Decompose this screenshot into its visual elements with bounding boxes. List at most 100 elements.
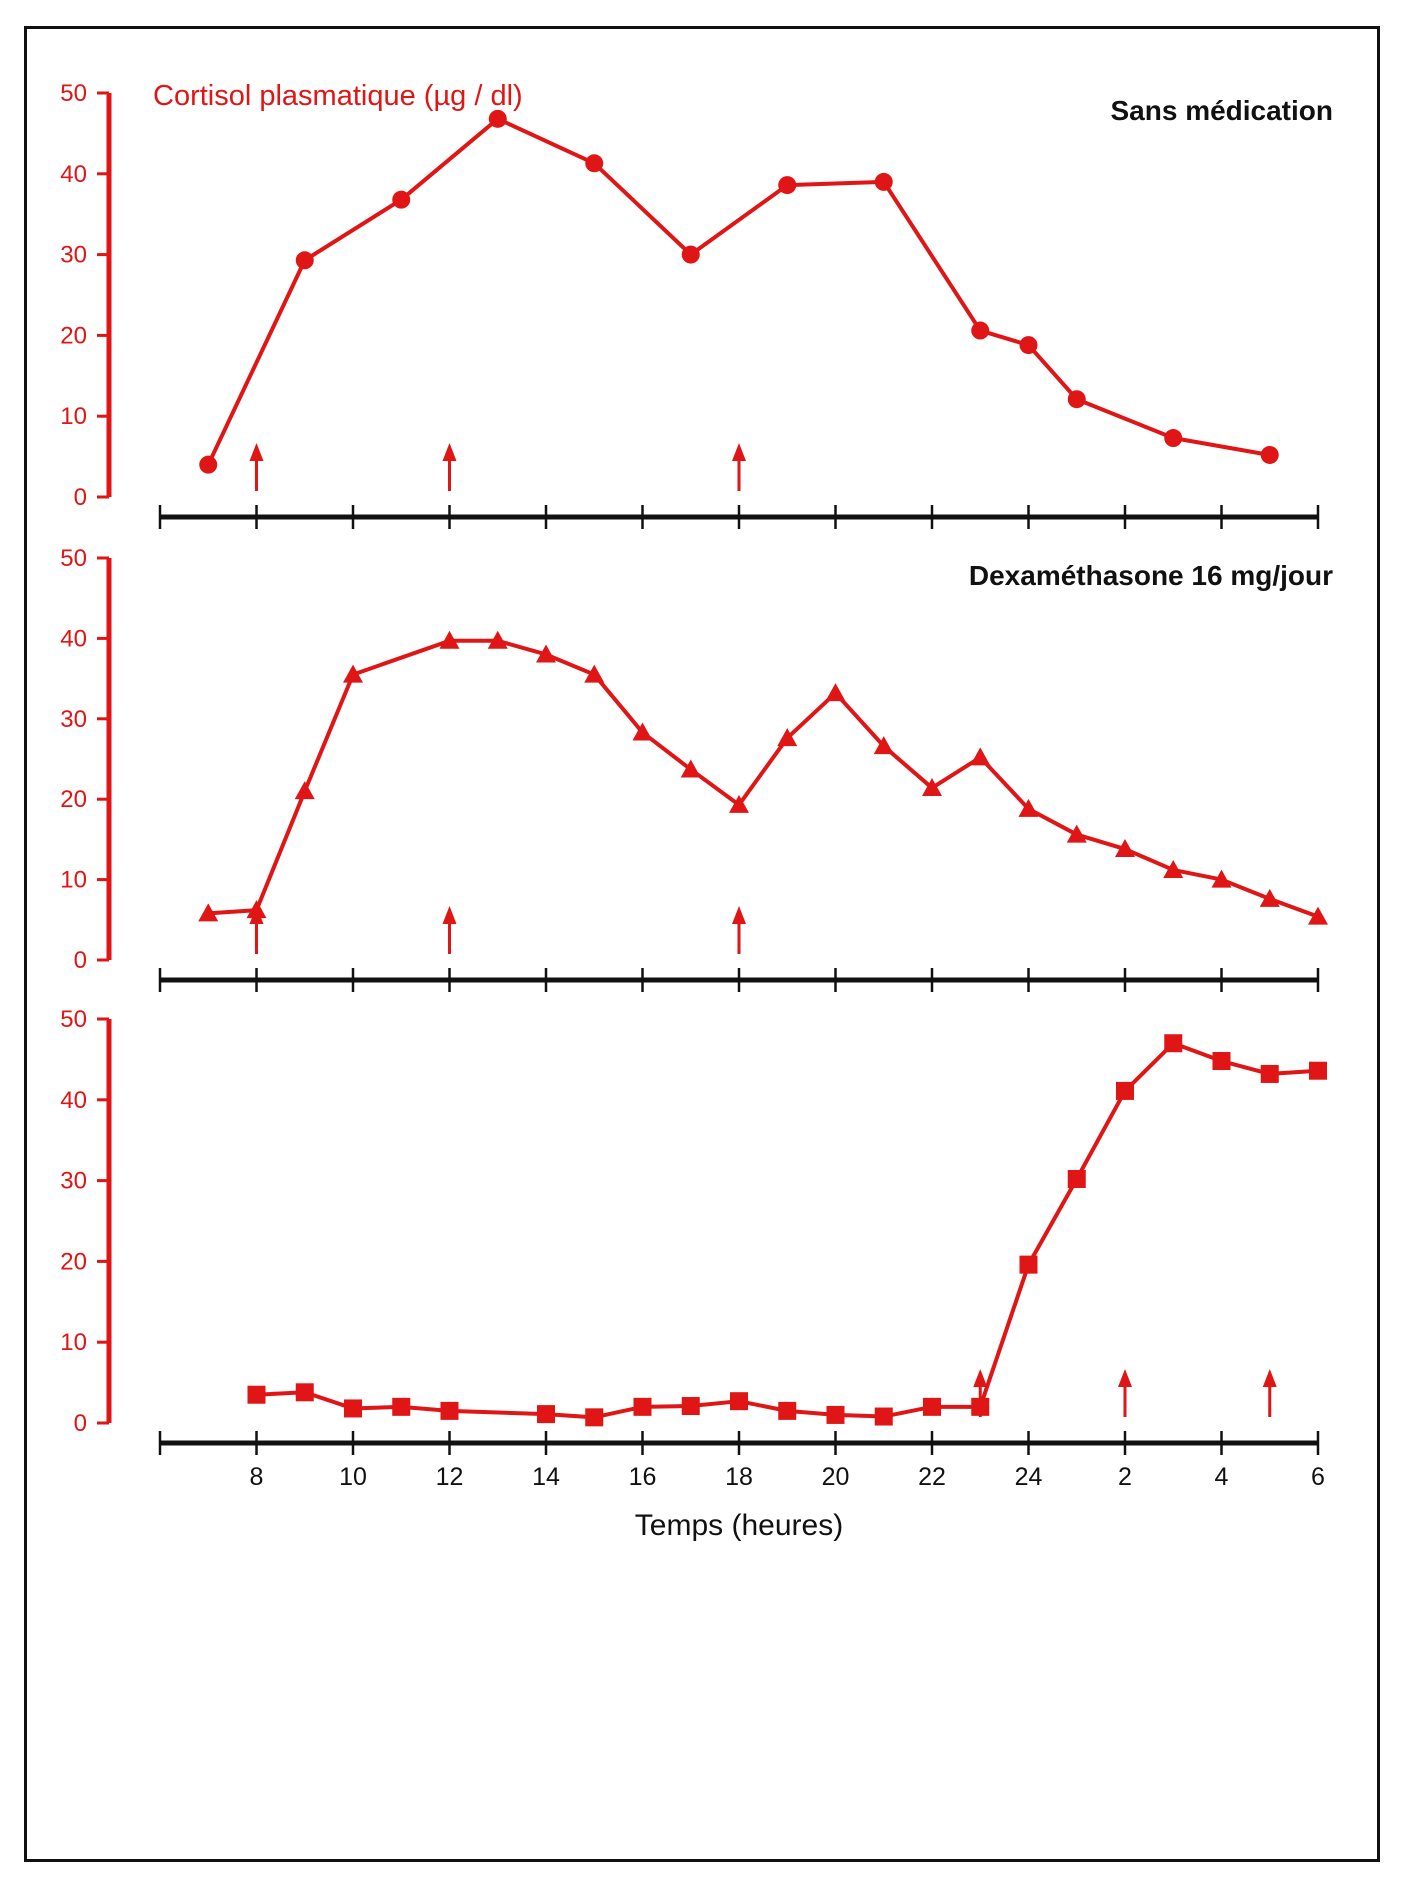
x-tick-label: 8 xyxy=(250,1463,264,1491)
data-point xyxy=(1308,906,1328,925)
y-tick-label: 30 xyxy=(60,1168,87,1195)
y-tick-label: 10 xyxy=(60,403,87,430)
series-line xyxy=(208,638,1319,919)
dose-arrow-head xyxy=(732,906,746,924)
data-point xyxy=(729,794,749,813)
x-tick-label: 10 xyxy=(339,1463,367,1491)
data-point xyxy=(971,1397,990,1416)
panel-2: 0 10 20 30 40 50 Dexaméthasone 16 mg/jour xyxy=(60,545,1333,992)
data-point xyxy=(778,1401,797,1420)
data-point xyxy=(681,245,700,264)
y-tick-label: 30 xyxy=(60,706,87,733)
y-tick-label: 20 xyxy=(60,1248,87,1275)
data-point xyxy=(730,1392,748,1411)
data-point xyxy=(1115,839,1135,858)
dose-arrow-head xyxy=(442,443,457,461)
data-point xyxy=(585,1408,604,1427)
figure-frame: 0 10 20 30 40 50 Sans médication 0 10 20 30 40 50 Dex… xyxy=(24,26,1380,1862)
series-line xyxy=(206,116,1271,466)
data-point xyxy=(439,630,460,649)
data-point xyxy=(1116,1081,1134,1100)
data-point xyxy=(1212,1052,1231,1071)
x-tick-label: 18 xyxy=(725,1463,753,1491)
dose-arrow-head xyxy=(1262,1369,1277,1387)
y-axis-label: Cortisol plasmatique (µg / dl) xyxy=(153,80,523,112)
data-point xyxy=(584,664,605,683)
data-point xyxy=(1259,888,1280,907)
data-point xyxy=(874,172,893,191)
y-tick-label: 20 xyxy=(60,786,87,813)
x-tick-label: 6 xyxy=(1311,1463,1325,1491)
y-tick-label: 50 xyxy=(60,80,87,107)
y-tick-label: 40 xyxy=(60,1087,87,1114)
data-point xyxy=(970,747,991,766)
data-point xyxy=(1164,1034,1183,1053)
x-tick-label: 4 xyxy=(1215,1463,1229,1491)
data-point xyxy=(777,728,798,747)
x-tick-label: 2 xyxy=(1118,1463,1132,1491)
y-tick-label: 0 xyxy=(74,484,87,511)
dose-arrow-head xyxy=(442,906,457,924)
panel-1: 0 10 20 30 40 50 Sans médication xyxy=(60,80,1333,529)
data-point xyxy=(826,1405,845,1424)
series-line xyxy=(256,1041,1319,1420)
x-tick-label: 14 xyxy=(532,1463,560,1491)
data-point xyxy=(874,1407,893,1426)
data-point xyxy=(392,1397,411,1416)
data-point xyxy=(632,722,653,741)
data-point xyxy=(1018,798,1039,817)
data-point xyxy=(633,1397,652,1416)
y-tick-label: 30 xyxy=(60,242,87,269)
data-point xyxy=(1260,1064,1279,1083)
data-point xyxy=(1164,429,1183,448)
data-point xyxy=(294,781,315,800)
data-point xyxy=(778,176,797,195)
data-point xyxy=(392,190,411,209)
data-point xyxy=(488,109,507,128)
y-tick-label: 0 xyxy=(74,1410,87,1437)
data-point xyxy=(922,777,942,796)
data-point xyxy=(1019,336,1038,355)
data-point xyxy=(199,455,218,474)
data-point xyxy=(343,664,363,683)
data-point xyxy=(873,736,894,755)
data-point xyxy=(923,1397,941,1416)
data-point xyxy=(681,1397,700,1416)
y-tick-label: 50 xyxy=(60,1006,87,1033)
data-point xyxy=(536,644,556,663)
panel-title: Dexaméthasone 16 mg/jour xyxy=(969,560,1333,591)
data-point xyxy=(295,1383,314,1402)
data-point xyxy=(1067,390,1086,409)
data-point xyxy=(1163,859,1184,878)
data-point xyxy=(1260,445,1279,464)
data-point xyxy=(971,321,990,340)
panel-title: Sans médication xyxy=(1110,95,1333,126)
data-point xyxy=(247,1385,266,1404)
data-point xyxy=(585,154,604,173)
dose-arrow-head xyxy=(249,443,264,461)
data-point xyxy=(440,1401,459,1420)
data-point xyxy=(680,759,701,778)
y-tick-label: 10 xyxy=(60,867,87,894)
y-tick-label: 40 xyxy=(60,161,87,188)
dose-arrow-head xyxy=(732,443,746,461)
data-point xyxy=(344,1399,362,1418)
data-point xyxy=(1019,1255,1038,1274)
x-tick-label: 20 xyxy=(822,1463,850,1491)
x-tick-label: 16 xyxy=(629,1463,657,1491)
data-point xyxy=(246,900,267,919)
data-point xyxy=(487,630,508,649)
dose-arrow-head xyxy=(1118,1369,1132,1387)
data-point xyxy=(1067,1169,1086,1188)
x-axis-label: Temps (heures) xyxy=(635,1509,843,1542)
y-tick-label: 50 xyxy=(60,545,87,572)
y-tick-label: 20 xyxy=(60,322,87,349)
y-tick-label: 0 xyxy=(74,947,87,974)
data-point xyxy=(537,1405,555,1424)
data-point xyxy=(825,683,846,702)
data-point xyxy=(295,251,314,270)
dose-arrow-head xyxy=(973,1369,988,1387)
data-point xyxy=(198,903,219,922)
x-tick-label: 12 xyxy=(436,1463,464,1491)
